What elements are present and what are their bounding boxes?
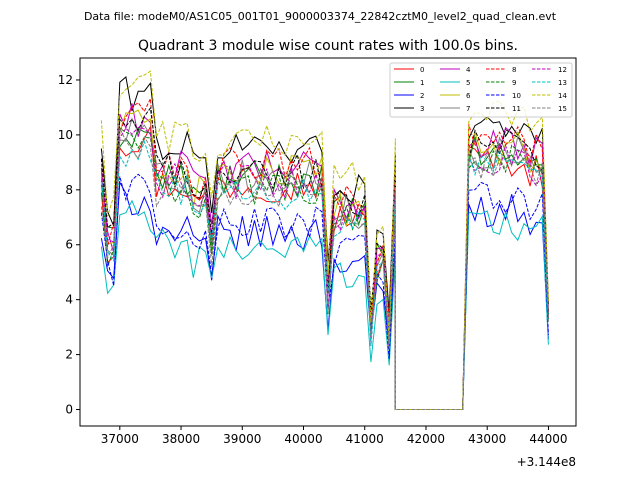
legend-label: 4 bbox=[466, 66, 471, 74]
y-axis: 0 2 4 6 8 10 12 bbox=[58, 73, 80, 417]
series-line-3 bbox=[100, 76, 549, 410]
legend-label: 9 bbox=[512, 79, 516, 87]
legend-label: 8 bbox=[512, 66, 516, 74]
legend-box bbox=[389, 62, 573, 118]
y-tick-label: 4 bbox=[65, 293, 73, 307]
legend-label: 7 bbox=[466, 105, 470, 113]
plot-area bbox=[100, 70, 549, 410]
legend-label: 0 bbox=[420, 66, 424, 74]
series-line-0 bbox=[100, 124, 549, 410]
legend-label: 10 bbox=[512, 92, 521, 100]
legend-label: 11 bbox=[512, 105, 521, 113]
x-tick-label: 40000 bbox=[284, 432, 322, 446]
legend-label: 5 bbox=[466, 79, 470, 87]
x-tick-label: 39000 bbox=[223, 432, 261, 446]
x-tick-label: 42000 bbox=[407, 432, 445, 446]
series-line-11 bbox=[100, 106, 549, 410]
series-line-2 bbox=[100, 180, 549, 410]
x-axis: 37000 38000 39000 40000 41000 42000 43000 44000 bbox=[101, 426, 568, 446]
y-tick-label: 2 bbox=[65, 348, 73, 362]
series-line-5 bbox=[100, 199, 549, 410]
chart-title: Quadrant 3 module wise count rates with … bbox=[138, 38, 518, 54]
series-line-12 bbox=[100, 126, 549, 410]
series-line-15 bbox=[100, 127, 549, 410]
legend-label: 12 bbox=[558, 66, 567, 74]
x-tick-label: 38000 bbox=[162, 432, 200, 446]
legend-label: 15 bbox=[558, 105, 567, 113]
x-offset-label: +3.144e8 bbox=[517, 455, 576, 469]
y-tick-label: 0 bbox=[65, 403, 73, 417]
x-tick-label: 43000 bbox=[468, 432, 506, 446]
legend-label: 14 bbox=[558, 92, 567, 100]
x-tick-label: 44000 bbox=[529, 432, 567, 446]
legend-label: 6 bbox=[466, 92, 471, 100]
series-line-10 bbox=[100, 173, 549, 410]
legend-label: 3 bbox=[420, 105, 424, 113]
legend-label: 2 bbox=[420, 92, 424, 100]
y-tick-label: 8 bbox=[65, 183, 73, 197]
figure-suptitle: Data file: modeM0/AS1C05_001T01_90000033… bbox=[84, 10, 557, 23]
plot-frame bbox=[79, 57, 577, 427]
y-tick-label: 10 bbox=[58, 128, 73, 142]
y-tick-label: 6 bbox=[65, 238, 73, 252]
legend-label: 1 bbox=[420, 79, 424, 87]
series-line-13 bbox=[100, 139, 549, 410]
x-tick-label: 41000 bbox=[346, 432, 384, 446]
series-line-1 bbox=[100, 127, 549, 410]
series-lines bbox=[100, 70, 549, 410]
series-line-8 bbox=[100, 96, 549, 410]
legend-label: 13 bbox=[558, 79, 567, 87]
x-tick-label: 37000 bbox=[101, 432, 139, 446]
y-tick-label: 12 bbox=[58, 73, 73, 87]
